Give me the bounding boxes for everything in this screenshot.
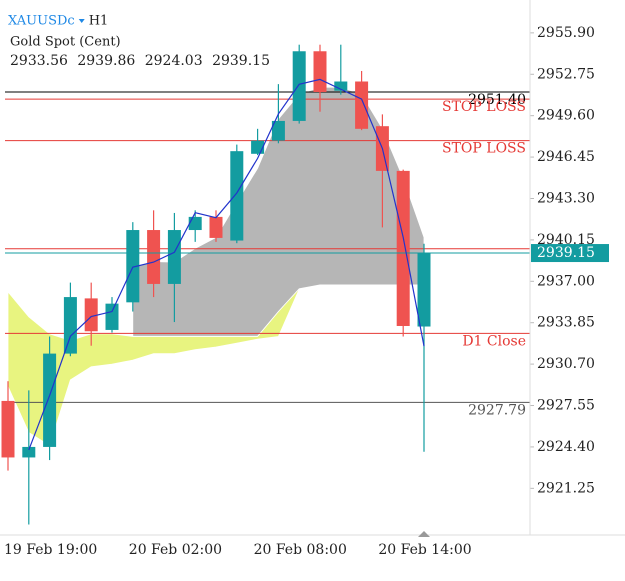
- candle-body: [63, 297, 77, 354]
- candle-body: [1, 400, 15, 458]
- y-tick-label: 2955.90: [537, 25, 595, 41]
- candle-body: [43, 353, 57, 447]
- y-tick-label: 2940.15: [537, 232, 595, 248]
- candle-body: [230, 151, 244, 241]
- candle-body: [105, 303, 119, 330]
- timeframe[interactable]: H1: [89, 14, 109, 29]
- ohlc-high: 2939.86: [77, 53, 135, 69]
- candle-body: [188, 216, 202, 231]
- candle-body: [209, 216, 223, 238]
- symbol[interactable]: XAUUSDc: [8, 14, 75, 29]
- candle-body: [167, 230, 181, 284]
- ohlc-open: 2933.56: [10, 53, 68, 69]
- indicator-line: [28, 78, 425, 451]
- ohlc-readout: 2933.56 2939.86 2924.03 2939.15: [10, 53, 270, 69]
- y-tick-label: 2943.30: [537, 190, 595, 206]
- candle-body: [417, 253, 431, 327]
- x-tick-label: 19 Feb 19:00: [4, 542, 97, 558]
- bid-price-box: [531, 244, 609, 263]
- current-bar-marker: [418, 531, 430, 537]
- y-tick-label: 2924.40: [537, 439, 595, 455]
- y-tick-label: 2927.55: [537, 398, 595, 414]
- ohlc-low: 2924.03: [145, 53, 203, 69]
- y-tick-label: 2952.75: [537, 66, 595, 82]
- price-level-label: STOP LOSS: [442, 141, 526, 157]
- price-level-label: 2951.40: [468, 92, 526, 108]
- candle-body: [251, 140, 265, 154]
- bid-price-label: 2939.15: [537, 245, 595, 261]
- y-tick-label: 2933.85: [537, 315, 595, 331]
- candle-body: [313, 51, 327, 93]
- candle-body: [334, 81, 348, 91]
- y-tick-label: 2930.70: [537, 356, 595, 372]
- symbol-dropdown[interactable]: [78, 19, 85, 23]
- ohlc-close: 2939.15: [212, 53, 270, 69]
- candle-body: [396, 170, 410, 326]
- candle-body: [126, 230, 140, 303]
- y-tick-label: 2937.00: [537, 273, 595, 289]
- price-level-label: STOP LOSS: [442, 99, 526, 115]
- subtitle: Gold Spot (Cent): [10, 35, 121, 50]
- y-tick-label: 2949.60: [537, 108, 595, 124]
- x-tick-label: 20 Feb 02:00: [129, 542, 222, 558]
- candle-body: [292, 51, 306, 121]
- y-tick-label: 2946.45: [537, 149, 595, 165]
- candle-body: [271, 120, 285, 141]
- candle-body: [147, 230, 161, 284]
- y-tick-label: 2921.25: [537, 480, 595, 496]
- candle-body: [355, 81, 369, 129]
- candle-body: [22, 446, 36, 458]
- price-level-label: D1 Close: [462, 333, 526, 349]
- x-tick-label: 20 Feb 14:00: [378, 542, 471, 558]
- price-level-label: 2927.79: [468, 402, 526, 418]
- candle-body: [84, 298, 98, 332]
- x-tick-label: 20 Feb 08:00: [254, 542, 347, 558]
